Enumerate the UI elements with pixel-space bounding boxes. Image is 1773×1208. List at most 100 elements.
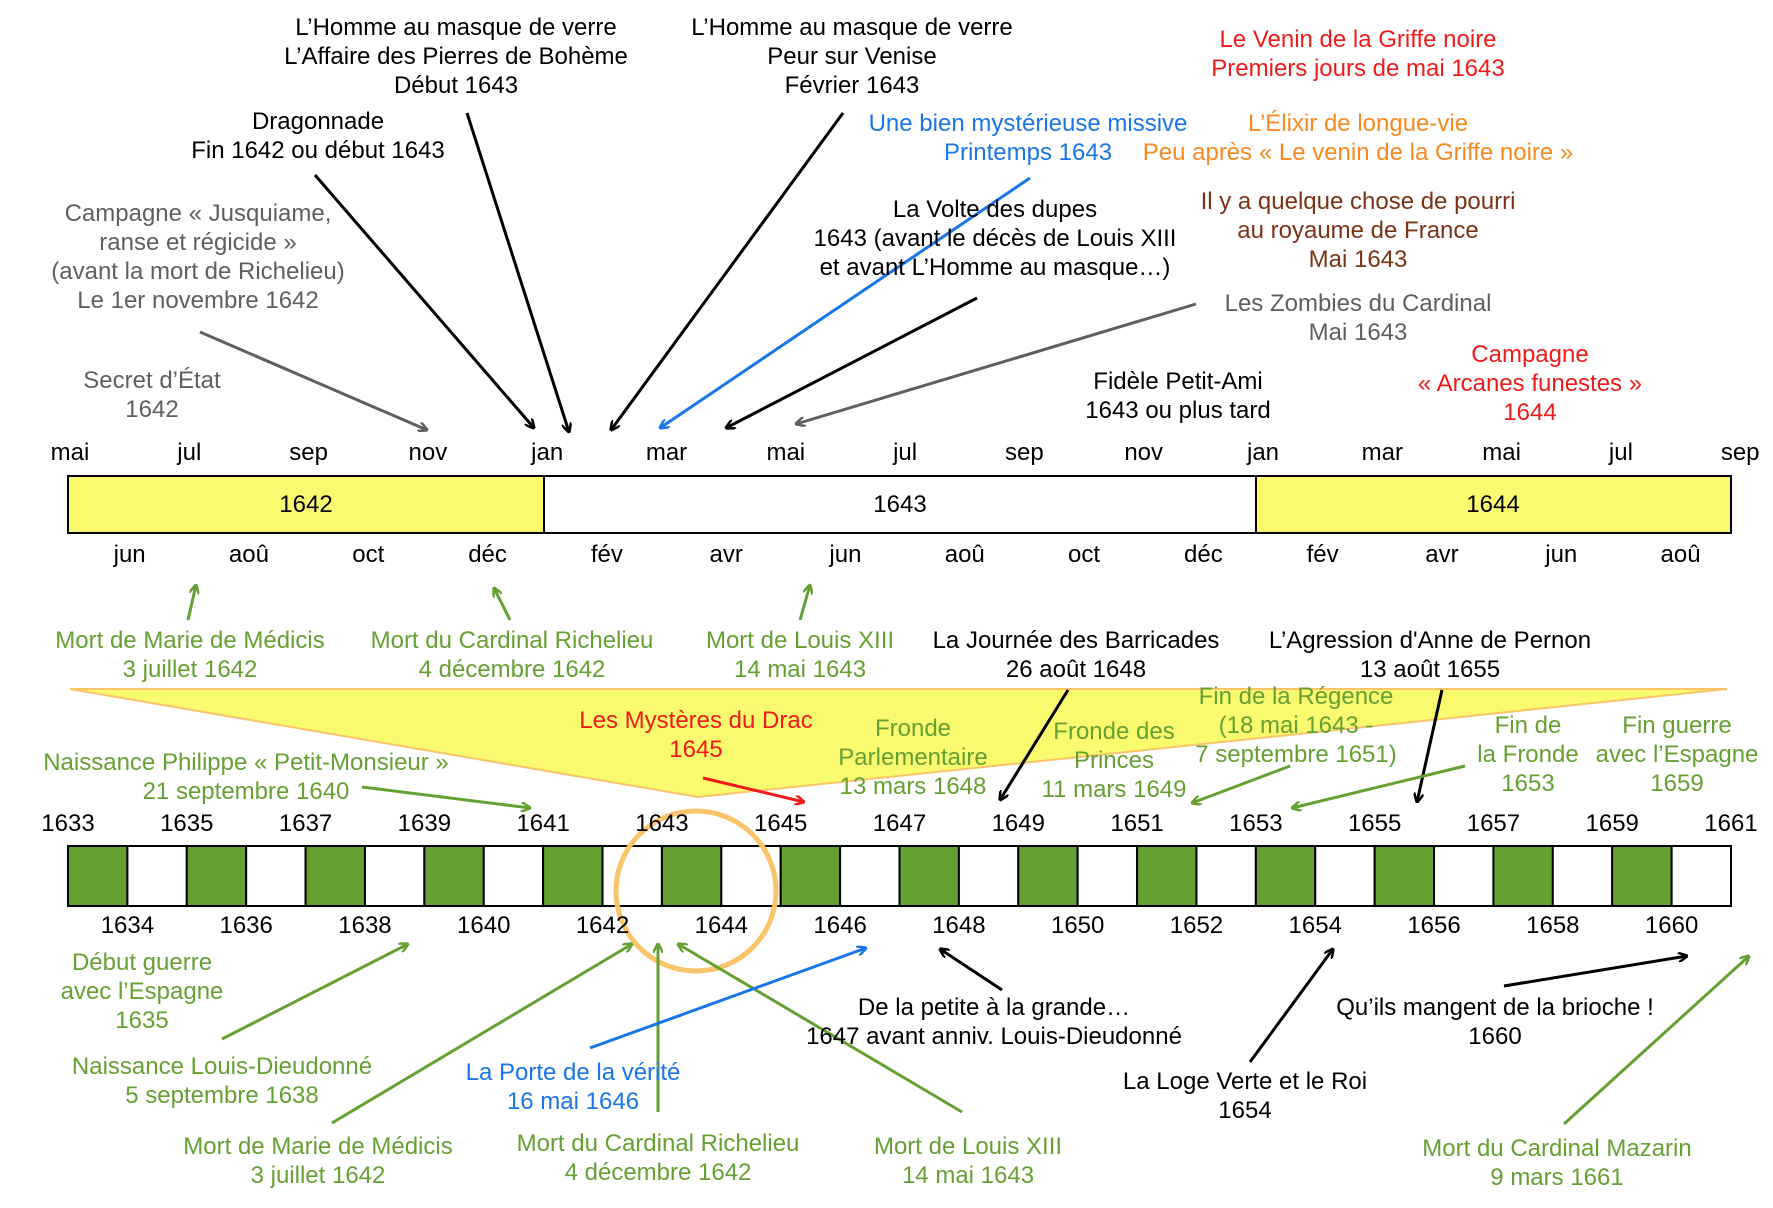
- event-label-line: 3 juillet 1642: [250, 1162, 386, 1189]
- event-label-line: La Loge Verte et le Roi: [1122, 1068, 1368, 1095]
- event-label-porte-verite: La Porte de la vérité 16 mai 1646: [466, 1058, 681, 1116]
- year-cell: [67, 845, 129, 907]
- year-cell: [898, 845, 960, 907]
- arrow-drac: [702, 776, 804, 802]
- event-label-line: Il y a quelque chose de pourri: [1200, 188, 1516, 215]
- event-label-line: Fronde des: [1053, 718, 1175, 745]
- year-tick-bottom: 1642: [575, 912, 630, 939]
- event-label-line: Princes: [1073, 747, 1155, 774]
- month-tick-bottom: jun: [829, 541, 862, 568]
- month-tick-top: jan: [1246, 439, 1280, 466]
- event-label-petite-grande: De la petite à la grande… 1647 avant anni…: [806, 993, 1182, 1051]
- event-label-line: De la petite à la grande…: [857, 994, 1131, 1021]
- event-label-line: 13 mars 1648: [839, 773, 987, 800]
- event-label-line: Mort du Cardinal Richelieu: [370, 627, 654, 654]
- event-label-line: Début 1643: [393, 72, 519, 99]
- arrow-zombies: [796, 302, 1197, 424]
- arrow-agression: [1417, 689, 1444, 802]
- year-tick-bottom: 1660: [1644, 912, 1699, 939]
- event-label-mort-medicis-bottom: Mort de Marie de Médicis 3 juillet 1642: [183, 1132, 452, 1190]
- year-cell: [1492, 845, 1554, 907]
- event-label-line: L’Homme au masque de verre: [691, 14, 1013, 41]
- arrow-louis-bottom: [678, 944, 963, 1114]
- event-label-line: Mort du Cardinal Richelieu: [516, 1130, 800, 1157]
- event-label-line: 1642: [125, 396, 179, 423]
- event-label-line: 1654: [1218, 1097, 1272, 1124]
- year-cell: [185, 845, 248, 907]
- event-label-line: La Porte de la vérité: [465, 1059, 681, 1086]
- event-label-line: 1643 ou plus tard: [1085, 397, 1271, 424]
- month-tick-bottom: jun: [113, 541, 146, 568]
- arrow-loge-verte: [1248, 949, 1333, 1063]
- year-tick-bottom: 1650: [1050, 912, 1105, 939]
- year-cell: [1254, 845, 1317, 907]
- event-label-line: « Arcanes funestes »: [1417, 370, 1643, 397]
- year-cell: [245, 845, 307, 907]
- arrow-brioche: [1503, 956, 1687, 988]
- arrow-naissance-philippe: [361, 785, 530, 808]
- event-label-line: (avant la mort de Richelieu): [51, 258, 345, 285]
- event-label-line: Une bien mystérieuse missive: [868, 110, 1188, 137]
- event-label-barricades: La Journée des Barricades 26 août 1648: [933, 626, 1220, 684]
- event-label-campagne-jusquiame: Campagne « Jusquiame, ranse et régicide »…: [51, 199, 344, 315]
- month-tick-bottom: aoû: [228, 541, 269, 568]
- month-tick-top: nov: [408, 439, 448, 466]
- event-label-elixir: L’Élixir de longue-vie Peu après « Le ven…: [1143, 109, 1574, 167]
- event-label-line: Fin 1642 ou début 1643: [191, 137, 445, 164]
- year-cell: [660, 845, 723, 907]
- year-cell: [957, 845, 1020, 907]
- event-label-line: L’Affaire des Pierres de Bohème: [284, 43, 628, 70]
- event-label-line: Fronde: [874, 715, 952, 742]
- event-label-line: L’Agression d'Anne de Pernon: [1268, 627, 1592, 654]
- event-label-line: Secret d’État: [83, 367, 221, 394]
- year-tick-top: 1643: [635, 810, 689, 837]
- month-tick-bottom: avr: [1425, 541, 1459, 568]
- year-tick-top: 1659: [1585, 810, 1639, 837]
- year-cell: [1433, 845, 1495, 907]
- event-label-line: L’Élixir de longue-vie: [1247, 110, 1469, 137]
- year-tick-bottom: 1644: [694, 912, 749, 939]
- month-tick-top: mai: [766, 439, 806, 466]
- year-1644-bar: [1255, 475, 1732, 534]
- event-label-agression: L’Agression d'Anne de Pernon 13 août 1655: [1269, 626, 1591, 684]
- arrow-mort-richelieu-top: [494, 588, 512, 621]
- event-label-homme-masque-bohème: L’Homme au masque de verre L’Affaire des …: [284, 13, 628, 100]
- event-label-line: Dragonnade: [251, 108, 385, 135]
- event-label-line: Naissance Louis-Dieudonné: [71, 1053, 373, 1080]
- year-tick-top: 1651: [1110, 810, 1164, 837]
- year-tick-top: 1635: [160, 810, 214, 837]
- event-label-naissance-philippe: Naissance Philippe « Petit-Monsieur » 21 …: [43, 748, 449, 806]
- event-label-mort-mazarin: Mort du Cardinal Mazarin 9 mars 1661: [1422, 1134, 1691, 1192]
- event-label-line: Fin de: [1494, 712, 1562, 739]
- arrow-porte-verite: [589, 948, 866, 1050]
- event-label-volte-dupes: La Volte des dupes 1643 (avant le décès d…: [814, 195, 1177, 282]
- event-label-debut-guerre: Début guerre avec l’Espagne 1635: [61, 948, 224, 1035]
- year-cell: [720, 845, 782, 907]
- event-label-fronde-parlementaire: Fronde Parlementaire 13 mars 1648: [838, 714, 987, 801]
- month-tick-top: sep: [1005, 439, 1044, 466]
- event-label-line: Qu’ils mangent de la brioche !: [1336, 994, 1654, 1021]
- year-tick-top: 1637: [278, 810, 333, 837]
- event-label-line: Fin guerre: [1622, 712, 1732, 739]
- year-cell: [601, 845, 663, 907]
- month-tick-bottom: fév: [1306, 541, 1339, 568]
- year-tick-top: 1653: [1229, 810, 1283, 837]
- year-cell: [1195, 845, 1257, 907]
- event-label-fin-regence: Fin de la Régence (18 mai 1643 -7 septemb…: [1195, 682, 1396, 769]
- event-label-line: Le 1er novembre 1642: [77, 287, 319, 314]
- arrow-fin-fronde: [1292, 764, 1466, 808]
- month-tick-top: mai: [50, 439, 90, 466]
- event-label-line: au royaume de France: [1237, 217, 1479, 244]
- year-cell: [126, 845, 188, 907]
- event-label-homme-masque-venise: L’Homme au masque de verre Peur sur Venis…: [691, 13, 1013, 100]
- event-label-mort-richelieu-bottom: Mort du Cardinal Richelieu 4 décembre 164…: [517, 1129, 800, 1187]
- year-cell: [1076, 845, 1139, 907]
- year-1643-bar: [543, 475, 1257, 534]
- event-label-line: Parlementaire: [838, 744, 988, 771]
- month-tick-top: mai: [1482, 439, 1521, 466]
- event-label-arcanes: Campagne « Arcanes funestes » 1644: [1418, 340, 1642, 427]
- year-tick-bottom: 1656: [1407, 912, 1461, 939]
- event-label-mort-richelieu-top: Mort du Cardinal Richelieu 4 décembre 164…: [371, 626, 654, 684]
- event-label-fidele: Fidèle Petit-Ami 1643 ou plus tard: [1085, 367, 1270, 425]
